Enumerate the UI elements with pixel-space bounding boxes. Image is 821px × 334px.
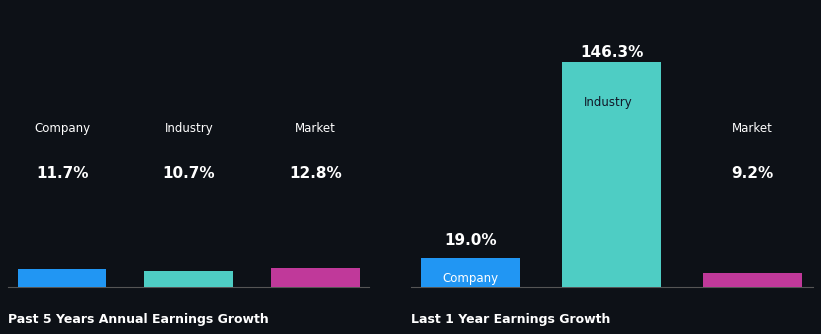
- Text: Past 5 Years Annual Earnings Growth: Past 5 Years Annual Earnings Growth: [8, 313, 269, 326]
- Text: 146.3%: 146.3%: [580, 45, 644, 60]
- Bar: [704, 273, 802, 287]
- Bar: [421, 258, 520, 287]
- Text: 12.8%: 12.8%: [289, 166, 342, 181]
- Bar: [562, 62, 661, 287]
- Text: Industry: Industry: [584, 96, 632, 109]
- Text: 19.0%: 19.0%: [444, 233, 497, 248]
- Text: 11.7%: 11.7%: [36, 166, 89, 181]
- Bar: [18, 269, 107, 287]
- Text: 10.7%: 10.7%: [163, 166, 215, 181]
- Bar: [144, 271, 233, 287]
- Bar: [271, 268, 360, 287]
- Text: Industry: Industry: [164, 122, 213, 135]
- Text: Last 1 Year Earnings Growth: Last 1 Year Earnings Growth: [410, 313, 610, 326]
- Text: 9.2%: 9.2%: [732, 166, 774, 181]
- Text: Market: Market: [732, 122, 773, 135]
- Text: Market: Market: [295, 122, 336, 135]
- Text: Company: Company: [34, 122, 90, 135]
- Text: Company: Company: [443, 272, 498, 285]
